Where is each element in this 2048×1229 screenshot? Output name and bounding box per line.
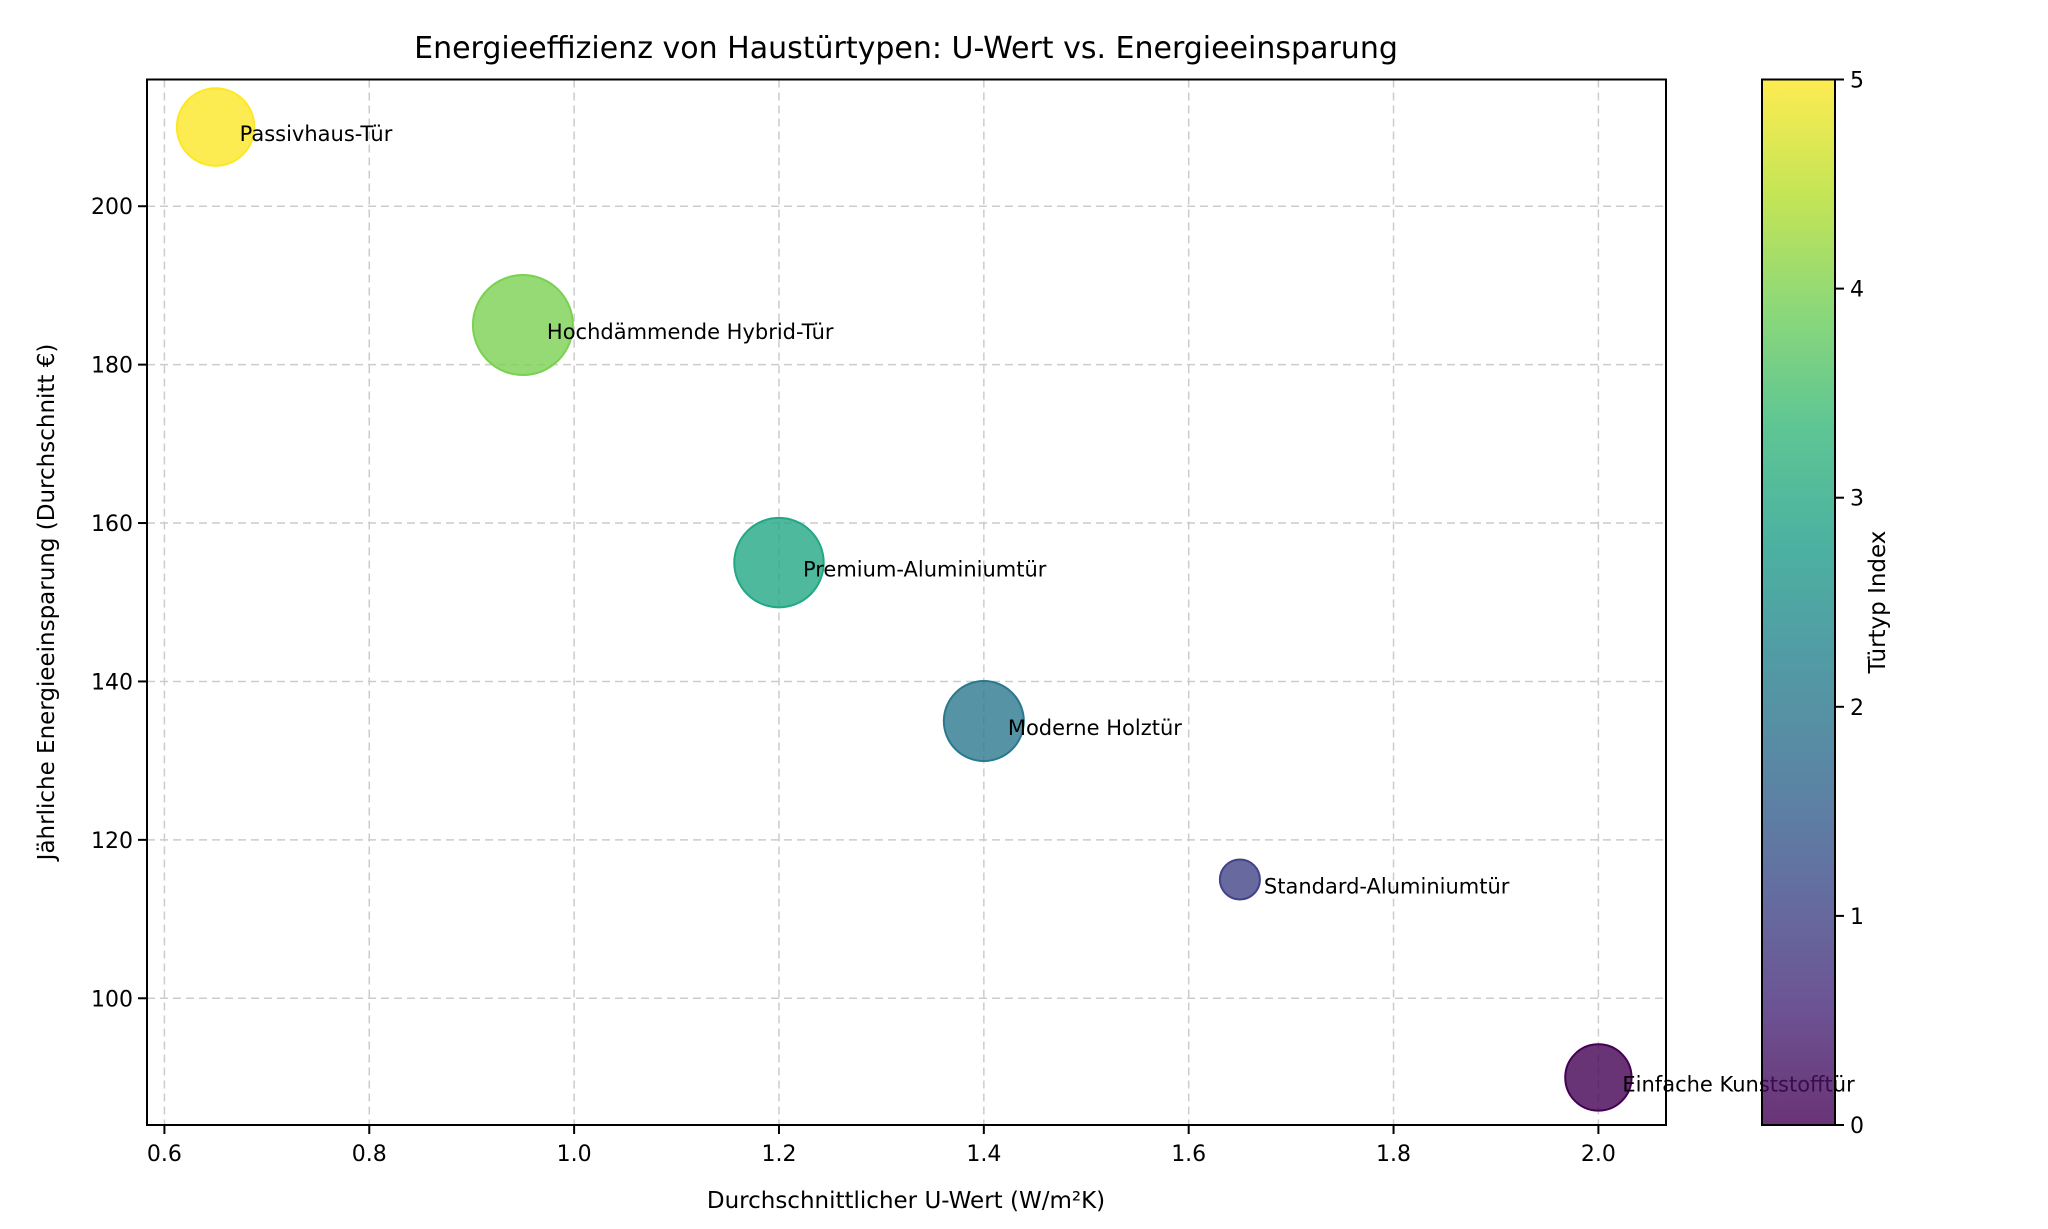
x-axis-ticks: 0.6 0.8 1.0 1.2 1.4 1.6 1.8 2.0 — [147, 1125, 1616, 1167]
x-axis-label: Durchschnittlicher U-Wert (W/m²K) — [707, 1188, 1105, 1214]
colorbar-tick-label: 1 — [1850, 905, 1864, 930]
data-point — [1218, 858, 1261, 901]
point-annotation: Standard-Aluminiumtür — [1264, 874, 1510, 898]
colorbar-tick-label: 2 — [1850, 696, 1864, 721]
data-point — [942, 680, 1025, 763]
y-axis-label: Jährliche Energieeinsparung (Durchschnit… — [34, 344, 60, 863]
data-point — [471, 274, 574, 377]
x-tick-label: 0.8 — [352, 1142, 387, 1167]
colorbar-tick-label: 0 — [1850, 1114, 1864, 1139]
x-tick-label: 1.2 — [761, 1142, 796, 1167]
colorbar: 0 1 2 3 4 5 Türtyp Index — [1761, 69, 1891, 1139]
x-tick-label: 2.0 — [1581, 1142, 1616, 1167]
point-annotation: Passivhaus-Tür — [240, 122, 393, 146]
x-tick-label: 1.8 — [1376, 1142, 1411, 1167]
point-annotation: Premium-Aluminiumtür — [803, 558, 1047, 582]
colorbar-ticks: 0 1 2 3 4 5 — [1835, 69, 1864, 1139]
y-axis-ticks: 100 120 140 160 180 200 — [91, 195, 147, 1012]
points: Passivhaus-Tür Hochdämmende Hybrid-Tür Pre… — [175, 87, 1855, 1112]
x-tick-label: 1.0 — [557, 1142, 592, 1167]
y-tick-label: 180 — [91, 354, 133, 379]
y-tick-label: 100 — [91, 987, 133, 1012]
chart-title: Energieeffizienz von Haustürtypen: U-Wer… — [414, 31, 1398, 66]
grid — [147, 79, 1666, 1125]
colorbar-tick-label: 3 — [1850, 487, 1864, 512]
y-tick-label: 140 — [91, 670, 133, 695]
y-tick-label: 120 — [91, 829, 133, 854]
colorbar-fill — [1761, 78, 1836, 1126]
colorbar-tick-label: 4 — [1850, 278, 1864, 303]
data-point — [1564, 1043, 1633, 1112]
y-tick-label: 160 — [91, 512, 133, 537]
data-point — [175, 87, 256, 167]
y-tick-label: 200 — [91, 195, 133, 220]
x-tick-label: 1.6 — [1171, 1142, 1206, 1167]
x-tick-label: 1.4 — [966, 1142, 1001, 1167]
plot-frame — [146, 78, 1667, 1126]
x-tick-label: 0.6 — [147, 1142, 182, 1167]
point-annotation: Hochdämmende Hybrid-Tür — [547, 320, 834, 344]
point-annotation: Moderne Holztür — [1008, 716, 1182, 740]
data-point — [733, 516, 825, 609]
colorbar-label: Türtyp Index — [1865, 531, 1891, 675]
colorbar-tick-label: 5 — [1850, 69, 1864, 94]
